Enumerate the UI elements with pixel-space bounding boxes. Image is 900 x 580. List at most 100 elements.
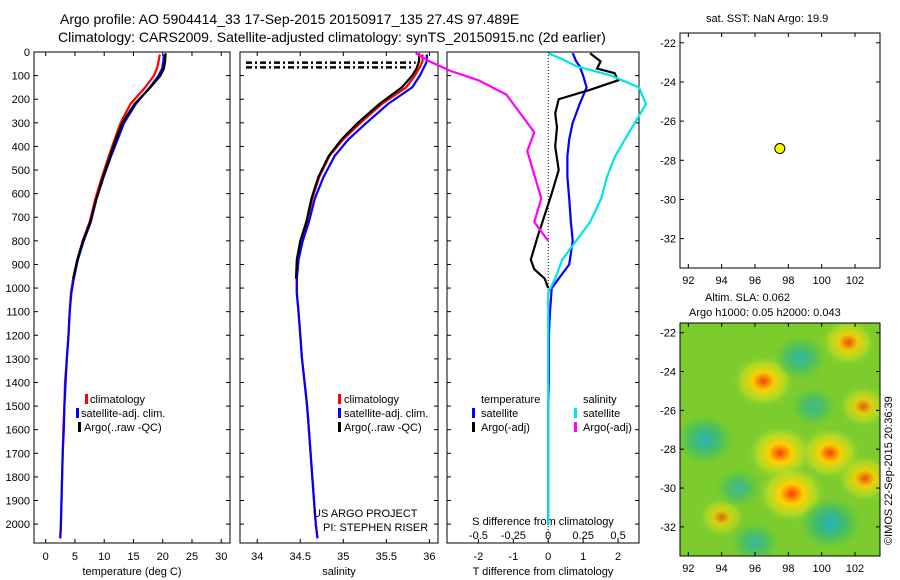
y-tick-label: 400 [12,141,30,153]
sla-map-panel: 92 94 96 98 100 102 -22 -24 -26 -28 -30 -32 [660,322,881,575]
map-top-title: sat. SST: NaN Argo: 19.9 [706,13,828,25]
credit-pi: PI: STEPHEN RISER [323,522,428,534]
series-line-climatology [59,54,161,539]
x-tick-label: 36 [423,551,435,563]
legend-swatch-satellite [76,408,79,418]
diff-legend-swatch-sal-argo [574,422,577,432]
x-tick-label: 30 [215,551,227,563]
diff-legend-sal-argo: Argo(-adj) [583,422,632,434]
y-tick-label: -22 [660,38,676,50]
heatmap-field [680,323,880,556]
x-tick-label: 25 [186,551,198,563]
series-line-satellite-adj-clim- [295,54,428,539]
map-bottom-title-1: Altim. SLA: 0.062 [705,292,790,304]
x-tick-label: 92 [682,563,694,575]
temperature-legend: climatology satellite-adj. clim. Argo(..… [76,394,165,434]
y-tick-label: 2000 [6,519,30,531]
y-tick-label: -30 [660,194,676,206]
y-tick-label: 1200 [6,330,30,342]
diff-legend-temp-argo: Argo(-adj) [481,422,530,434]
y-tick-label: 1600 [6,425,30,437]
series-line-argo-raw-qc- [294,53,421,279]
salinity-legend: climatology satellite-adj. clim. Argo(..… [338,394,428,434]
heatmap-cell [680,414,735,465]
x-tick-label: 0 [545,551,551,563]
y-tick-label: 0 [24,47,30,59]
x-tick-label: 34.5 [290,551,311,563]
diff-line-temperature-satellite [547,52,588,525]
y-tick-label: 1500 [6,401,30,413]
salinity-panel: 34 34.5 35 35.5 36 salinity [239,51,439,578]
legend-label-satellite: satellite-adj. clim. [344,408,428,420]
x2-tick-label: 0.5 [610,530,625,542]
y-tick-label: -32 [660,522,676,534]
difference-panel: -2 -1 0 1 2 -0.5 -0.25 0 0.25 0.5 S difference fro… [415,51,648,578]
legend-swatch-argo [338,422,341,432]
y-tick-label: 1000 [6,283,30,295]
diff-line-salinity-satellite [547,52,648,525]
x-tick-label: 0 [43,551,49,563]
plot-frame [446,51,640,544]
y-tick-label: -28 [660,155,676,167]
difference-legend: temperature salinity satellite Argo(-adj… [472,394,632,434]
x-tick-label: -1 [508,551,518,563]
title-line-1: Argo profile: AO 5904414_33 17-Sep-2015 … [60,11,519,27]
x-tick-label: -2 [474,551,484,563]
x-tick-label: 35.5 [376,551,397,563]
x-axis-label: salinity [322,566,356,578]
x-tick-label: 100 [812,275,830,287]
x-tick-label: 92 [682,275,694,287]
heatmap-cell [790,387,837,426]
x-tick-label: 94 [716,563,728,575]
legend-swatch-satellite [338,408,341,418]
y-tick-label: -22 [660,328,676,340]
y-tick-label: -32 [660,234,676,246]
x-tick-label: 96 [749,563,761,575]
legend-swatch-climatology [338,394,341,404]
y-tick-label: 900 [12,259,30,271]
heatmap-cell [820,323,876,366]
heatmap-cell [730,521,780,556]
float-position-marker [774,143,786,155]
diff-line-temperature-argo-adj- [529,52,620,289]
map-bottom-ylabel: ©IMOS 22-Sep-2015 20:36:39 [883,396,895,545]
legend-label-climatology: climatology [90,394,146,406]
x-tick-label: 35 [337,551,349,563]
legend-label-argo: Argo(..raw -QC) [344,422,422,434]
diff-legend-swatch-temp-argo [472,422,475,432]
credit-project: US ARGO PROJECT [313,508,418,520]
series-line-climatology [295,54,424,539]
diff-line-salinity-argo-adj- [415,52,550,242]
y-tick-label: -26 [660,116,676,128]
x2-tick-label: 0 [545,530,551,542]
y-tick-label: -24 [660,77,676,89]
legend-label-argo: Argo(..raw -QC) [84,422,162,434]
x-tick-label: 2 [615,551,621,563]
y-tick-label: 300 [12,118,30,130]
y-tick-label: 500 [12,165,30,177]
diff-legend-temp-head: temperature [481,394,540,406]
legend-swatch-climatology [85,394,88,404]
heatmap-cell [774,335,826,381]
x-tick-label: 1 [580,551,586,563]
plot-frame [33,51,231,544]
legend-label-climatology: climatology [344,394,400,406]
heatmap-cell [838,385,880,428]
x-axis-label: temperature (deg C) [82,566,181,578]
series-line-satellite-adj-clim- [59,54,165,539]
diff-legend-temp-sat: satellite [481,408,518,420]
y-tick-label: -28 [660,444,676,456]
title-line-2: Climatology: CARS2009. Satellite-adjuste… [58,29,606,45]
x-tick-label: 94 [716,275,728,287]
x-tick-label: 98 [782,275,794,287]
x-tick-label: 5 [72,551,78,563]
x-tick-label: 98 [782,563,794,575]
heatmap-cell [698,497,745,537]
y-tick-label: 700 [12,212,30,224]
x-tick-label: 102 [846,563,864,575]
map-frame [679,322,881,557]
x2-tick-label: -0.5 [469,530,488,542]
y-tick-label: -24 [660,367,676,379]
x-tick-label: 10 [98,551,110,563]
heatmap-cell [799,496,861,550]
